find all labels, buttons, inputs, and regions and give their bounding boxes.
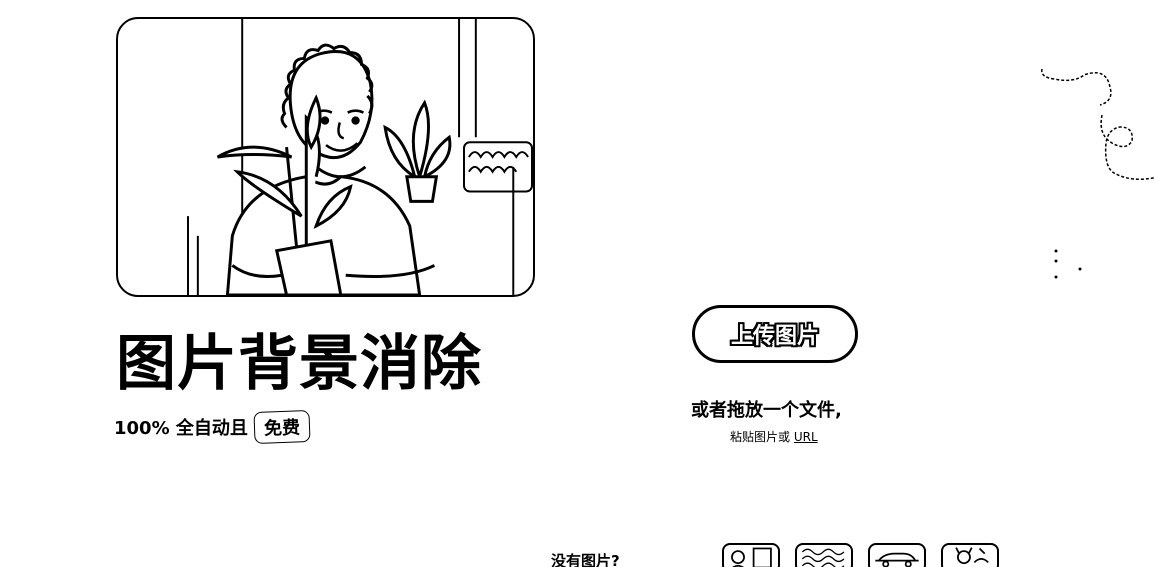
upload-button-label: 上传图片	[730, 324, 819, 349]
subtitle-text: 100% 全自动且	[114, 418, 248, 439]
url-link[interactable]: URL	[793, 430, 818, 444]
sample-image-3[interactable]	[868, 543, 926, 567]
sample-animal-icon	[955, 547, 989, 565]
sample-pattern-icon	[801, 548, 845, 567]
sample-image-2[interactable]	[795, 543, 853, 567]
no-image-prompt: 没有图片?	[551, 552, 620, 567]
sample-person-icon	[731, 547, 772, 567]
sample-images	[722, 543, 999, 567]
hero-image	[116, 17, 535, 297]
sample-image-1[interactable]	[722, 543, 780, 567]
sample-car-icon	[875, 552, 919, 567]
subtitle: 100% 全自动且 免费	[114, 410, 311, 444]
paste-prefix: 粘贴图片或	[730, 430, 791, 444]
upload-image-button[interactable]: 上传图片	[692, 305, 858, 363]
free-badge: 免费	[253, 410, 311, 444]
paste-line: 粘贴图片或 URL	[730, 428, 818, 445]
person-with-plant-photo-icon	[187, 19, 533, 295]
decorative-doodle-icon	[1041, 68, 1155, 279]
drop-file-text: 或者拖放一个文件,	[691, 400, 842, 421]
page-title: 图片背景消除	[116, 329, 482, 399]
sample-image-4[interactable]	[941, 543, 999, 567]
